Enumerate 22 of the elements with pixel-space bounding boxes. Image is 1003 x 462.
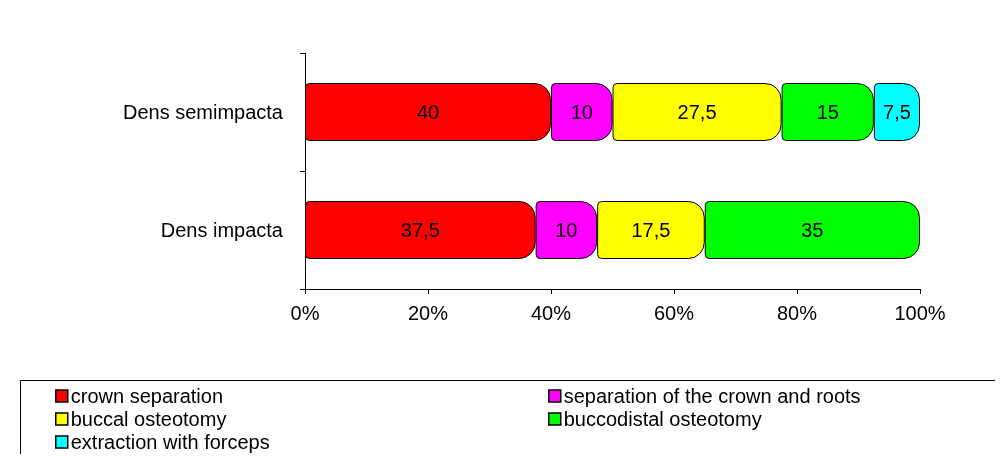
x-tick-label: 40% — [530, 302, 572, 324]
x-tick-label: 20% — [407, 302, 449, 324]
legend-label: buccodistal osteotomy — [563, 408, 762, 430]
x-tick-label: 0% — [290, 302, 320, 324]
data-label: 7,5 — [883, 101, 911, 123]
data-label: 10 — [570, 101, 593, 123]
data-label: 17,5 — [631, 219, 671, 241]
data-label: 37,5 — [400, 219, 440, 241]
x-tick-label: 80% — [776, 302, 818, 324]
legend-label: buccal osteotomy — [70, 408, 227, 430]
data-label: 40 — [416, 101, 440, 123]
y-tick-label: Dens semimpacta — [122, 101, 284, 123]
legend-label: separation of the crown and roots — [563, 385, 861, 407]
data-label: 10 — [555, 219, 578, 241]
data-label: 27,5 — [677, 101, 717, 123]
legend-label: crown separation — [70, 385, 224, 407]
legend-label: extraction with forceps — [70, 431, 270, 453]
x-tick-label: 100% — [894, 302, 946, 324]
data-label: 15 — [816, 101, 839, 123]
y-tick-label: Dens impacta — [160, 219, 284, 241]
x-tick-label: 60% — [653, 302, 695, 324]
data-label: 35 — [801, 219, 824, 241]
